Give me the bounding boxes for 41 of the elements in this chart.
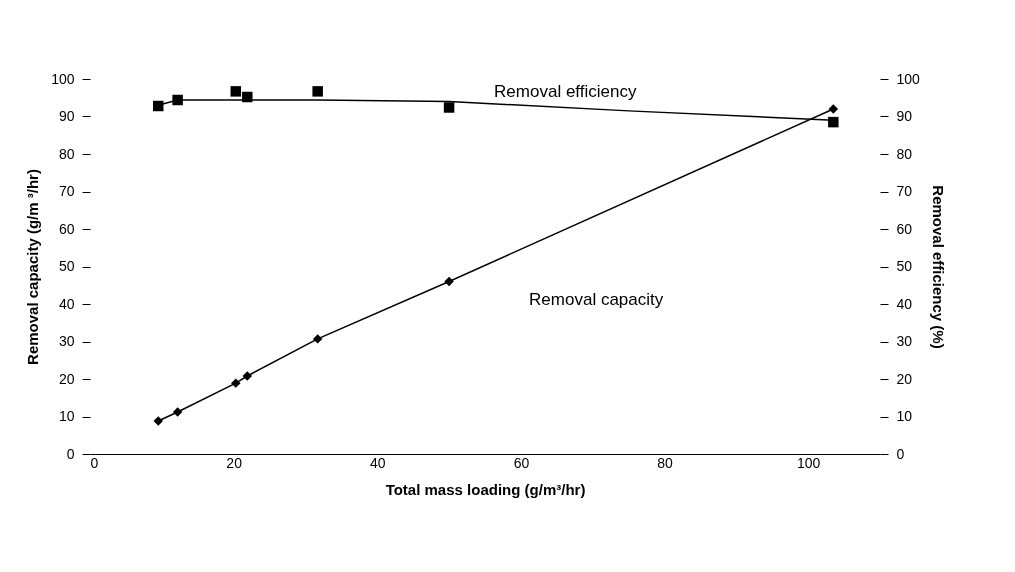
y2-tick-label: 90: [896, 108, 913, 124]
point: [828, 104, 839, 114]
x-tick-label: 0: [90, 454, 99, 471]
y-tick-label: 70: [58, 183, 75, 199]
y2-tick-label: 70: [896, 183, 913, 199]
y-tick-label: 80: [58, 145, 75, 162]
x-tick-label: 40: [369, 454, 386, 471]
y2-tick-label: 40: [896, 295, 913, 312]
y-tick-label: 60: [58, 220, 75, 237]
y2-tick-label: 50: [896, 258, 913, 274]
y-axis-title: Removal capacity (g/m ³/hr): [24, 169, 42, 365]
x-tick-label: 60: [513, 454, 530, 471]
y-tick-label: 30: [58, 333, 75, 349]
y2-tick-label: 80: [896, 145, 913, 162]
y2-tick-label: 60: [896, 220, 913, 237]
y-tick-label: 20: [58, 370, 75, 387]
y2-tick-label: 100: [896, 70, 921, 87]
text: Removal capacity: [529, 289, 664, 309]
y2-axis-title: Removal efficiency (%): [929, 185, 947, 349]
y-tick-label: 100: [51, 70, 75, 87]
y2-tick-label: 10: [896, 408, 913, 424]
x-tick-label: 20: [226, 454, 243, 471]
text: Removal efficiency: [494, 81, 637, 101]
y-tick-label: 90: [58, 108, 75, 124]
point: [444, 276, 454, 287]
x-tick-label: 100: [797, 454, 821, 471]
y2-tick-label: 30: [896, 333, 913, 349]
point: [242, 371, 253, 381]
y-tick-label: 10: [58, 408, 75, 424]
point: [828, 116, 839, 128]
y-tick-label: 50: [58, 258, 75, 274]
point: [172, 407, 183, 417]
point: [230, 86, 242, 97]
point: [312, 86, 323, 97]
point: [443, 102, 455, 113]
point: [312, 334, 323, 344]
y2-tick-label: 20: [896, 370, 913, 387]
point: [231, 378, 241, 388]
y-tick-label: 40: [58, 295, 75, 312]
x-axis-title: Total mass loading (g/m³/hr): [385, 480, 586, 498]
x-tick-label: 80: [657, 454, 674, 471]
